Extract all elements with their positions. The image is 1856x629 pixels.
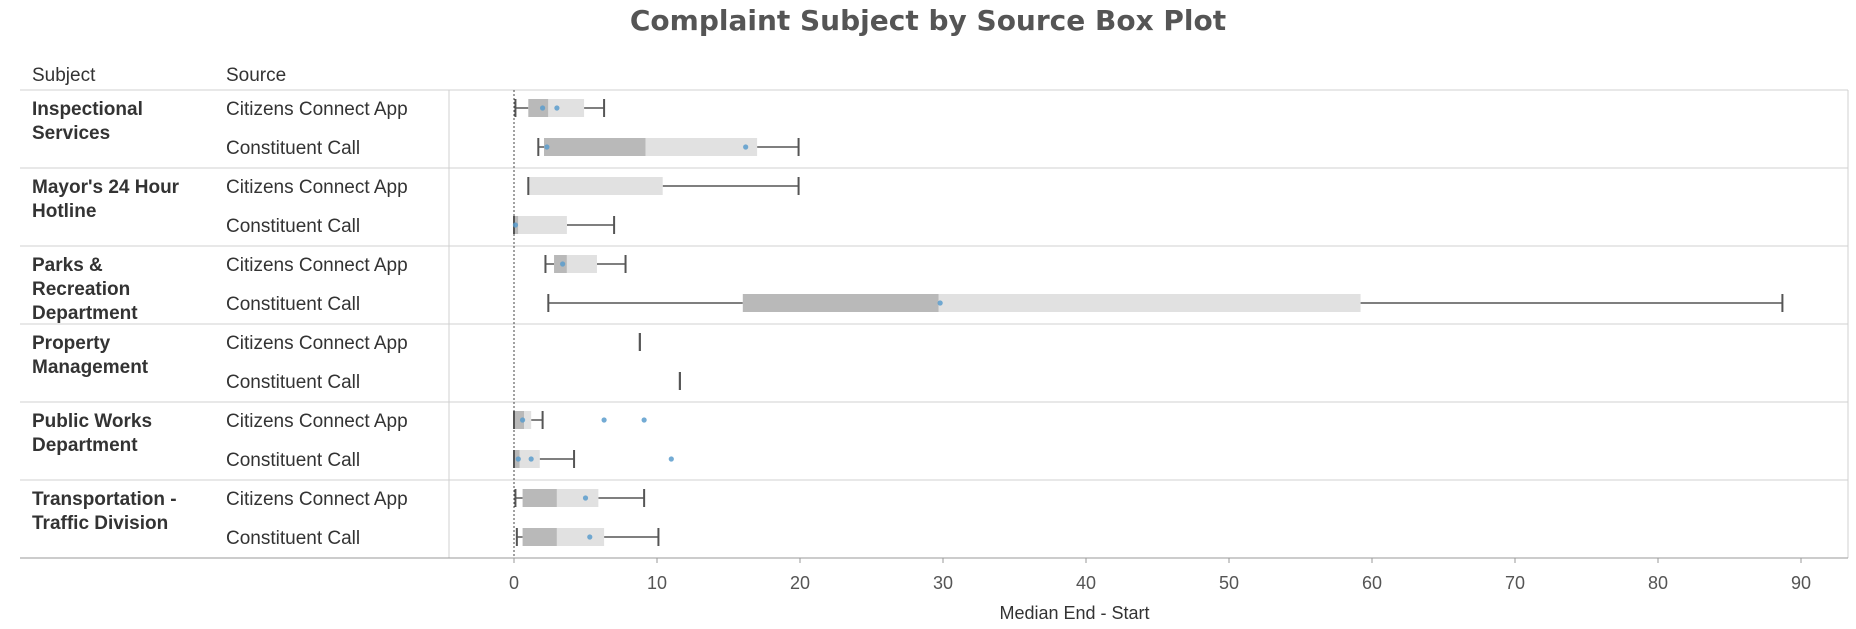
upper-box	[556, 528, 605, 546]
source-label: Constituent Call	[226, 372, 360, 393]
source-column-header: Source	[226, 65, 287, 86]
data-point	[668, 456, 674, 462]
data-point	[519, 417, 526, 423]
chart-title: Complaint Subject by Source Box Plot	[629, 4, 1227, 37]
lower-box	[742, 294, 939, 312]
upper-box	[524, 411, 532, 429]
subject-label: Hotline	[32, 201, 96, 222]
upper-box	[518, 216, 567, 234]
x-tick-label: 20	[790, 573, 810, 593]
upper-box	[645, 138, 758, 156]
lower-box	[514, 411, 525, 429]
subject-column-header: Subject	[32, 65, 96, 86]
upper-box	[548, 99, 585, 117]
subject-label: Parks &	[32, 255, 103, 276]
subject-label: Public Works	[32, 411, 152, 432]
upper-box	[528, 177, 663, 195]
data-point	[512, 222, 519, 228]
source-label: Constituent Call	[226, 294, 360, 315]
data-point	[601, 417, 607, 423]
source-label: Citizens Connect App	[226, 255, 408, 276]
lower-box	[528, 99, 549, 117]
source-label: Constituent Call	[226, 528, 360, 549]
subject-label: Department	[32, 435, 138, 456]
data-point	[560, 261, 566, 267]
data-point	[528, 456, 534, 462]
source-label: Citizens Connect App	[226, 177, 408, 198]
x-tick-label: 80	[1648, 573, 1668, 593]
subject-label: Traffic Division	[32, 513, 168, 534]
lower-box	[544, 138, 646, 156]
x-tick-label: 0	[509, 573, 519, 593]
data-point	[582, 495, 589, 501]
subject-label: Management	[32, 357, 149, 378]
x-tick-label: 50	[1219, 573, 1239, 593]
data-point	[743, 144, 749, 150]
subject-label: Property	[32, 333, 111, 354]
x-tick-label: 30	[933, 573, 953, 593]
source-label: Constituent Call	[226, 450, 360, 471]
x-tick-label: 60	[1362, 573, 1382, 593]
upper-box	[556, 489, 599, 507]
data-point	[587, 534, 593, 540]
subject-label: Inspectional	[32, 99, 143, 120]
data-point	[544, 144, 550, 150]
source-label: Constituent Call	[226, 138, 360, 159]
subject-label: Services	[32, 123, 110, 144]
upper-box	[938, 294, 1361, 312]
source-label: Citizens Connect App	[226, 99, 408, 120]
x-tick-label: 70	[1505, 573, 1525, 593]
source-label: Constituent Call	[226, 216, 360, 237]
data-point	[937, 300, 943, 306]
upper-box	[566, 255, 597, 273]
subject-label: Department	[32, 303, 138, 324]
x-tick-label: 10	[647, 573, 667, 593]
lower-box	[522, 489, 557, 507]
data-point	[540, 105, 546, 111]
source-label: Citizens Connect App	[226, 489, 408, 510]
x-tick-label: 40	[1076, 573, 1096, 593]
data-point	[554, 105, 560, 111]
source-label: Citizens Connect App	[226, 411, 408, 432]
source-label: Citizens Connect App	[226, 333, 408, 354]
x-tick-label: 90	[1791, 573, 1811, 593]
data-point	[641, 417, 647, 423]
subject-label: Transportation -	[32, 489, 177, 510]
data-point	[515, 456, 521, 462]
subject-label: Mayor's 24 Hour	[32, 177, 180, 198]
lower-box	[522, 528, 557, 546]
x-axis-label: Median End - Start	[999, 603, 1149, 623]
subject-label: Recreation	[32, 279, 130, 300]
